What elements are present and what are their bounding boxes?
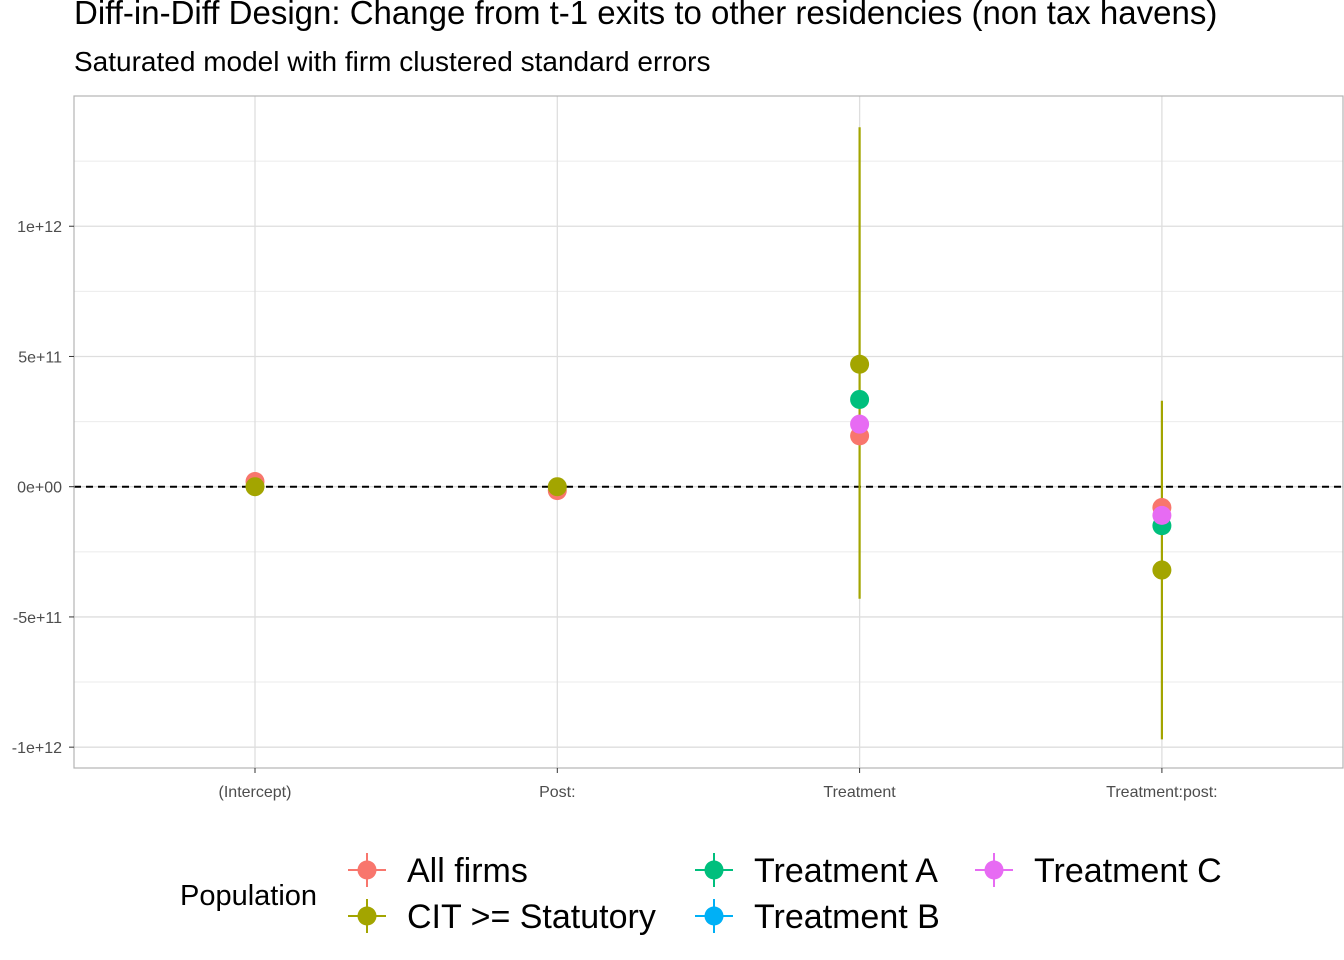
x-tick-label: Post:: [539, 784, 575, 801]
legend-key-point: [984, 860, 1004, 880]
y-tick-label: 0e+00: [17, 480, 62, 497]
estimate-point: [1152, 560, 1172, 580]
legend-label: Treatment C: [1034, 852, 1222, 890]
legend-item-treatment-b: Treatment B: [695, 898, 940, 936]
y-tick-label: -5e+11: [13, 610, 62, 627]
y-tick-label: 1e+12: [17, 219, 62, 236]
minor-gridlines: [74, 160, 1343, 683]
legend-label: Treatment A: [754, 852, 938, 890]
y-tick-label: 5e+11: [18, 349, 62, 366]
legend-item-treatment-c: Treatment C: [975, 852, 1222, 890]
plot-panel: [74, 96, 1343, 768]
legend: Population All firms CIT >= Statutory Treat…: [180, 852, 1222, 936]
legend-key-point: [704, 906, 724, 926]
legend-item-cit-statutory: CIT >= Statutory: [348, 898, 656, 936]
estimate-point: [547, 477, 567, 497]
legend-item-all-firms: All firms: [348, 852, 528, 890]
legend-key-point: [704, 860, 724, 880]
chart-title: Diff-in-Diff Design: Change from t-1 exi…: [74, 0, 1218, 31]
x-tick-label: (Intercept): [219, 784, 292, 801]
x-tick-label: Treatment: [823, 784, 896, 801]
estimate-point: [850, 414, 870, 434]
estimate-point: [245, 477, 265, 497]
plot-border: [73, 95, 1344, 769]
y-axis-ticks: -1e+12 -5e+11 0e+00 5e+11 1e+12: [12, 219, 74, 757]
estimate-point: [850, 354, 870, 374]
estimate-point: [850, 389, 870, 409]
legend-key-point: [357, 860, 377, 880]
legend-key-point: [357, 906, 377, 926]
legend-item-treatment-a: Treatment A: [695, 852, 938, 890]
y-tick-label: -1e+12: [12, 740, 62, 757]
legend-title: Population: [180, 880, 317, 912]
legend-label: All firms: [407, 852, 528, 890]
legend-label: Treatment B: [754, 898, 940, 936]
estimate-points: [245, 354, 1172, 580]
x-tick-label: Treatment:post:: [1106, 784, 1217, 801]
x-axis-ticks: (Intercept) Post: Treatment Treatment:post:: [219, 768, 1218, 801]
chart-subtitle: Saturated model with firm clustered stan…: [74, 46, 711, 77]
estimate-point: [1152, 505, 1172, 525]
legend-label: CIT >= Statutory: [407, 898, 656, 936]
